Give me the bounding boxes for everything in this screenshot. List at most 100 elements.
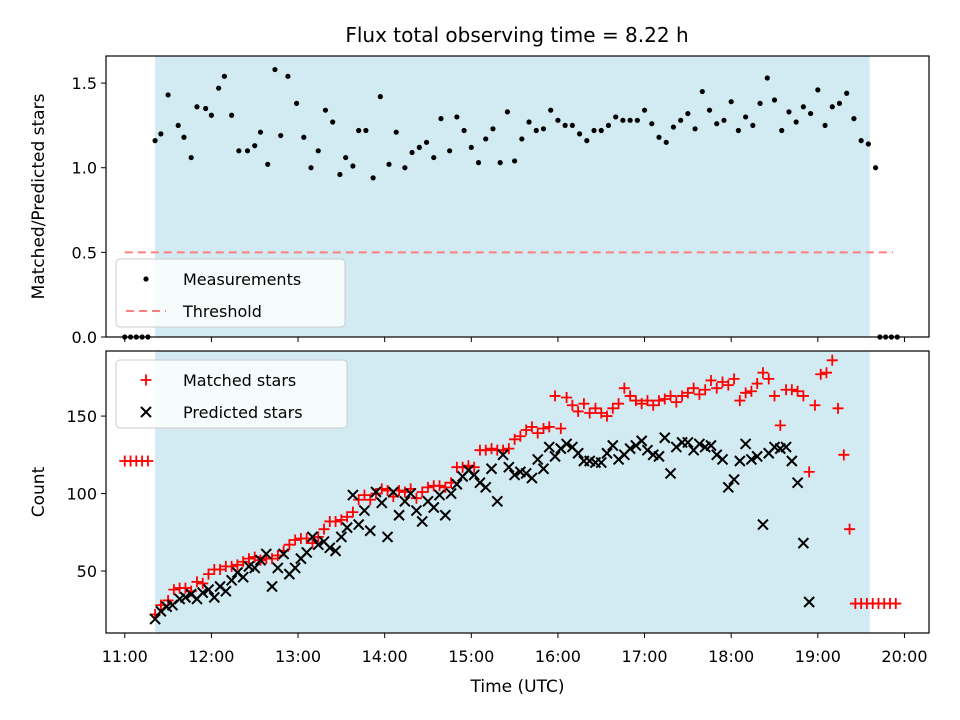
measurement-point xyxy=(322,107,329,113)
count-markers xyxy=(119,354,902,625)
matched-stars-marker xyxy=(682,387,694,399)
measurement-point xyxy=(203,105,209,112)
matched-stars-marker xyxy=(769,390,781,402)
predicted-stars-marker xyxy=(428,501,440,514)
predicted-stars-marker xyxy=(693,438,706,450)
predicted-stars-marker xyxy=(202,583,215,596)
predicted-stars-marker xyxy=(745,453,758,466)
matched-stars-marker xyxy=(191,576,203,588)
measurement-point xyxy=(165,92,171,98)
measurement-point xyxy=(431,154,437,161)
measurement-point xyxy=(337,171,343,178)
predicted-stars-marker xyxy=(376,497,388,509)
x-tick-label: 11:00 xyxy=(102,647,148,666)
predicted-stars-marker xyxy=(197,587,209,599)
matched-stars-marker xyxy=(347,506,359,518)
measurement-point xyxy=(764,75,770,81)
matched-stars-marker xyxy=(890,598,902,610)
predicted-stars-marker xyxy=(659,432,671,444)
matched-stars-marker xyxy=(809,399,821,411)
legend: Matched stars Predicted stars xyxy=(115,359,348,429)
predicted-stars-marker xyxy=(439,509,452,521)
predicted-stars-marker xyxy=(607,439,619,452)
matched-stars-marker xyxy=(676,390,688,402)
measurement-point xyxy=(272,66,278,73)
matched-stars-marker xyxy=(751,378,763,390)
legend-label: Measurements xyxy=(183,270,301,289)
ratio-panel: 0.0 0.5 1.0 1.5 Matched/Predicted stars Measu… xyxy=(29,55,930,347)
predicted-stars-marker xyxy=(485,463,498,475)
measurement-point xyxy=(438,116,444,122)
predicted-stars-marker xyxy=(237,571,249,583)
measurement-point xyxy=(576,131,583,137)
measurement-point xyxy=(285,73,291,79)
measurement-point xyxy=(569,122,575,129)
measurement-point xyxy=(229,112,235,118)
legend-box xyxy=(115,258,346,328)
matched-stars-marker xyxy=(711,382,723,394)
count-panel: 50 100 150 11:00 12:00 13:00 14:00 15:00 16:00 17… xyxy=(29,350,930,697)
measurement-point xyxy=(598,127,604,134)
x-tick-label: 15:00 xyxy=(448,647,494,666)
matched-stars-marker xyxy=(815,368,827,380)
matched-stars-marker xyxy=(688,382,700,394)
x-tick-label: 13:00 xyxy=(275,647,321,666)
predicted-stars-marker xyxy=(381,531,394,543)
matched-stars-marker xyxy=(797,390,809,402)
predicted-stars-marker xyxy=(664,467,677,480)
predicted-stars-marker xyxy=(572,447,584,459)
matched-stars-marker xyxy=(699,384,711,396)
measurement-point xyxy=(670,124,677,130)
measurement-point xyxy=(591,127,597,134)
measurement-point xyxy=(447,148,453,154)
predicted-stars-marker xyxy=(289,562,301,574)
predicted-stars-marker xyxy=(624,442,636,455)
matched-stars-marker xyxy=(613,398,625,410)
predicted-stars-marker xyxy=(532,453,544,466)
measurement-point xyxy=(815,87,821,93)
measurement-point xyxy=(208,112,215,118)
matched-stars-marker xyxy=(168,584,180,596)
measurement-point xyxy=(540,126,547,132)
measurement-point xyxy=(779,127,785,134)
predicted-stars-marker xyxy=(300,546,313,559)
measurement-point xyxy=(454,114,460,120)
measurement-point xyxy=(370,175,376,181)
measurement-point xyxy=(216,85,222,91)
measurement-point xyxy=(363,127,369,134)
measurement-point xyxy=(800,104,806,110)
matched-stars-marker xyxy=(561,391,573,403)
predicted-stars-marker xyxy=(780,441,792,453)
matched-stars-marker xyxy=(537,422,549,434)
matched-stars-marker xyxy=(774,419,786,431)
matched-stars-marker xyxy=(549,390,561,402)
matched-stars-marker xyxy=(197,577,209,589)
matched-stars-marker xyxy=(820,367,832,379)
matched-stars-marker xyxy=(341,511,353,523)
predicted-stars-marker xyxy=(324,542,336,554)
predicted-stars-marker xyxy=(225,574,238,587)
matched-stars-marker xyxy=(330,515,342,527)
x-tick-label: 12:00 xyxy=(188,647,234,666)
matched-stars-marker xyxy=(480,444,492,456)
matched-stars-marker xyxy=(722,379,734,391)
matched-stars-marker xyxy=(653,395,665,407)
measurement-point xyxy=(416,144,422,151)
measurement-point xyxy=(386,161,392,167)
matched-stars-marker xyxy=(630,395,642,407)
measurement-point xyxy=(409,149,415,156)
measurement-point xyxy=(663,139,669,145)
predicted-stars-marker xyxy=(508,469,521,481)
measurement-point xyxy=(714,121,720,127)
predicted-stars-marker xyxy=(352,518,365,531)
measurement-point xyxy=(620,117,626,123)
predicted-stars-marker xyxy=(543,441,555,453)
matched-stars-marker xyxy=(226,560,238,572)
matched-stars-marker xyxy=(514,430,526,442)
predicted-stars-marker xyxy=(739,438,752,450)
matched-stars-marker xyxy=(266,553,278,565)
measurement-point xyxy=(152,138,158,144)
matched-stars-marker xyxy=(358,489,370,501)
matched-stars-marker xyxy=(364,494,376,506)
predicted-stars-marker xyxy=(734,455,746,467)
